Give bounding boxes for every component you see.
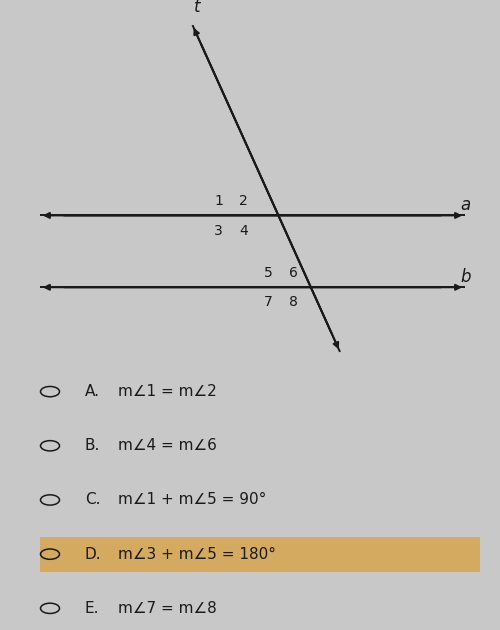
- Text: E.: E.: [85, 601, 100, 616]
- Text: B.: B.: [85, 438, 100, 454]
- Text: m∠1 = m∠2: m∠1 = m∠2: [118, 384, 216, 399]
- Text: b: b: [460, 268, 470, 285]
- Text: m∠1 + m∠5 = 90°: m∠1 + m∠5 = 90°: [118, 493, 266, 508]
- Text: m∠7 = m∠8: m∠7 = m∠8: [118, 601, 216, 616]
- Text: 1: 1: [214, 194, 223, 208]
- Text: 6: 6: [289, 266, 298, 280]
- Text: m∠3 + m∠5 = 180°: m∠3 + m∠5 = 180°: [118, 547, 276, 562]
- Text: C.: C.: [85, 493, 100, 508]
- Text: 7: 7: [264, 295, 273, 309]
- Text: 2: 2: [239, 194, 248, 208]
- Text: A.: A.: [85, 384, 100, 399]
- FancyBboxPatch shape: [40, 537, 480, 572]
- Text: 3: 3: [214, 224, 223, 238]
- Text: a: a: [460, 196, 470, 214]
- Text: D.: D.: [85, 547, 102, 562]
- Text: 5: 5: [264, 266, 273, 280]
- Text: t: t: [194, 0, 201, 16]
- Text: 8: 8: [289, 295, 298, 309]
- Text: m∠4 = m∠6: m∠4 = m∠6: [118, 438, 216, 454]
- Text: 4: 4: [239, 224, 248, 238]
